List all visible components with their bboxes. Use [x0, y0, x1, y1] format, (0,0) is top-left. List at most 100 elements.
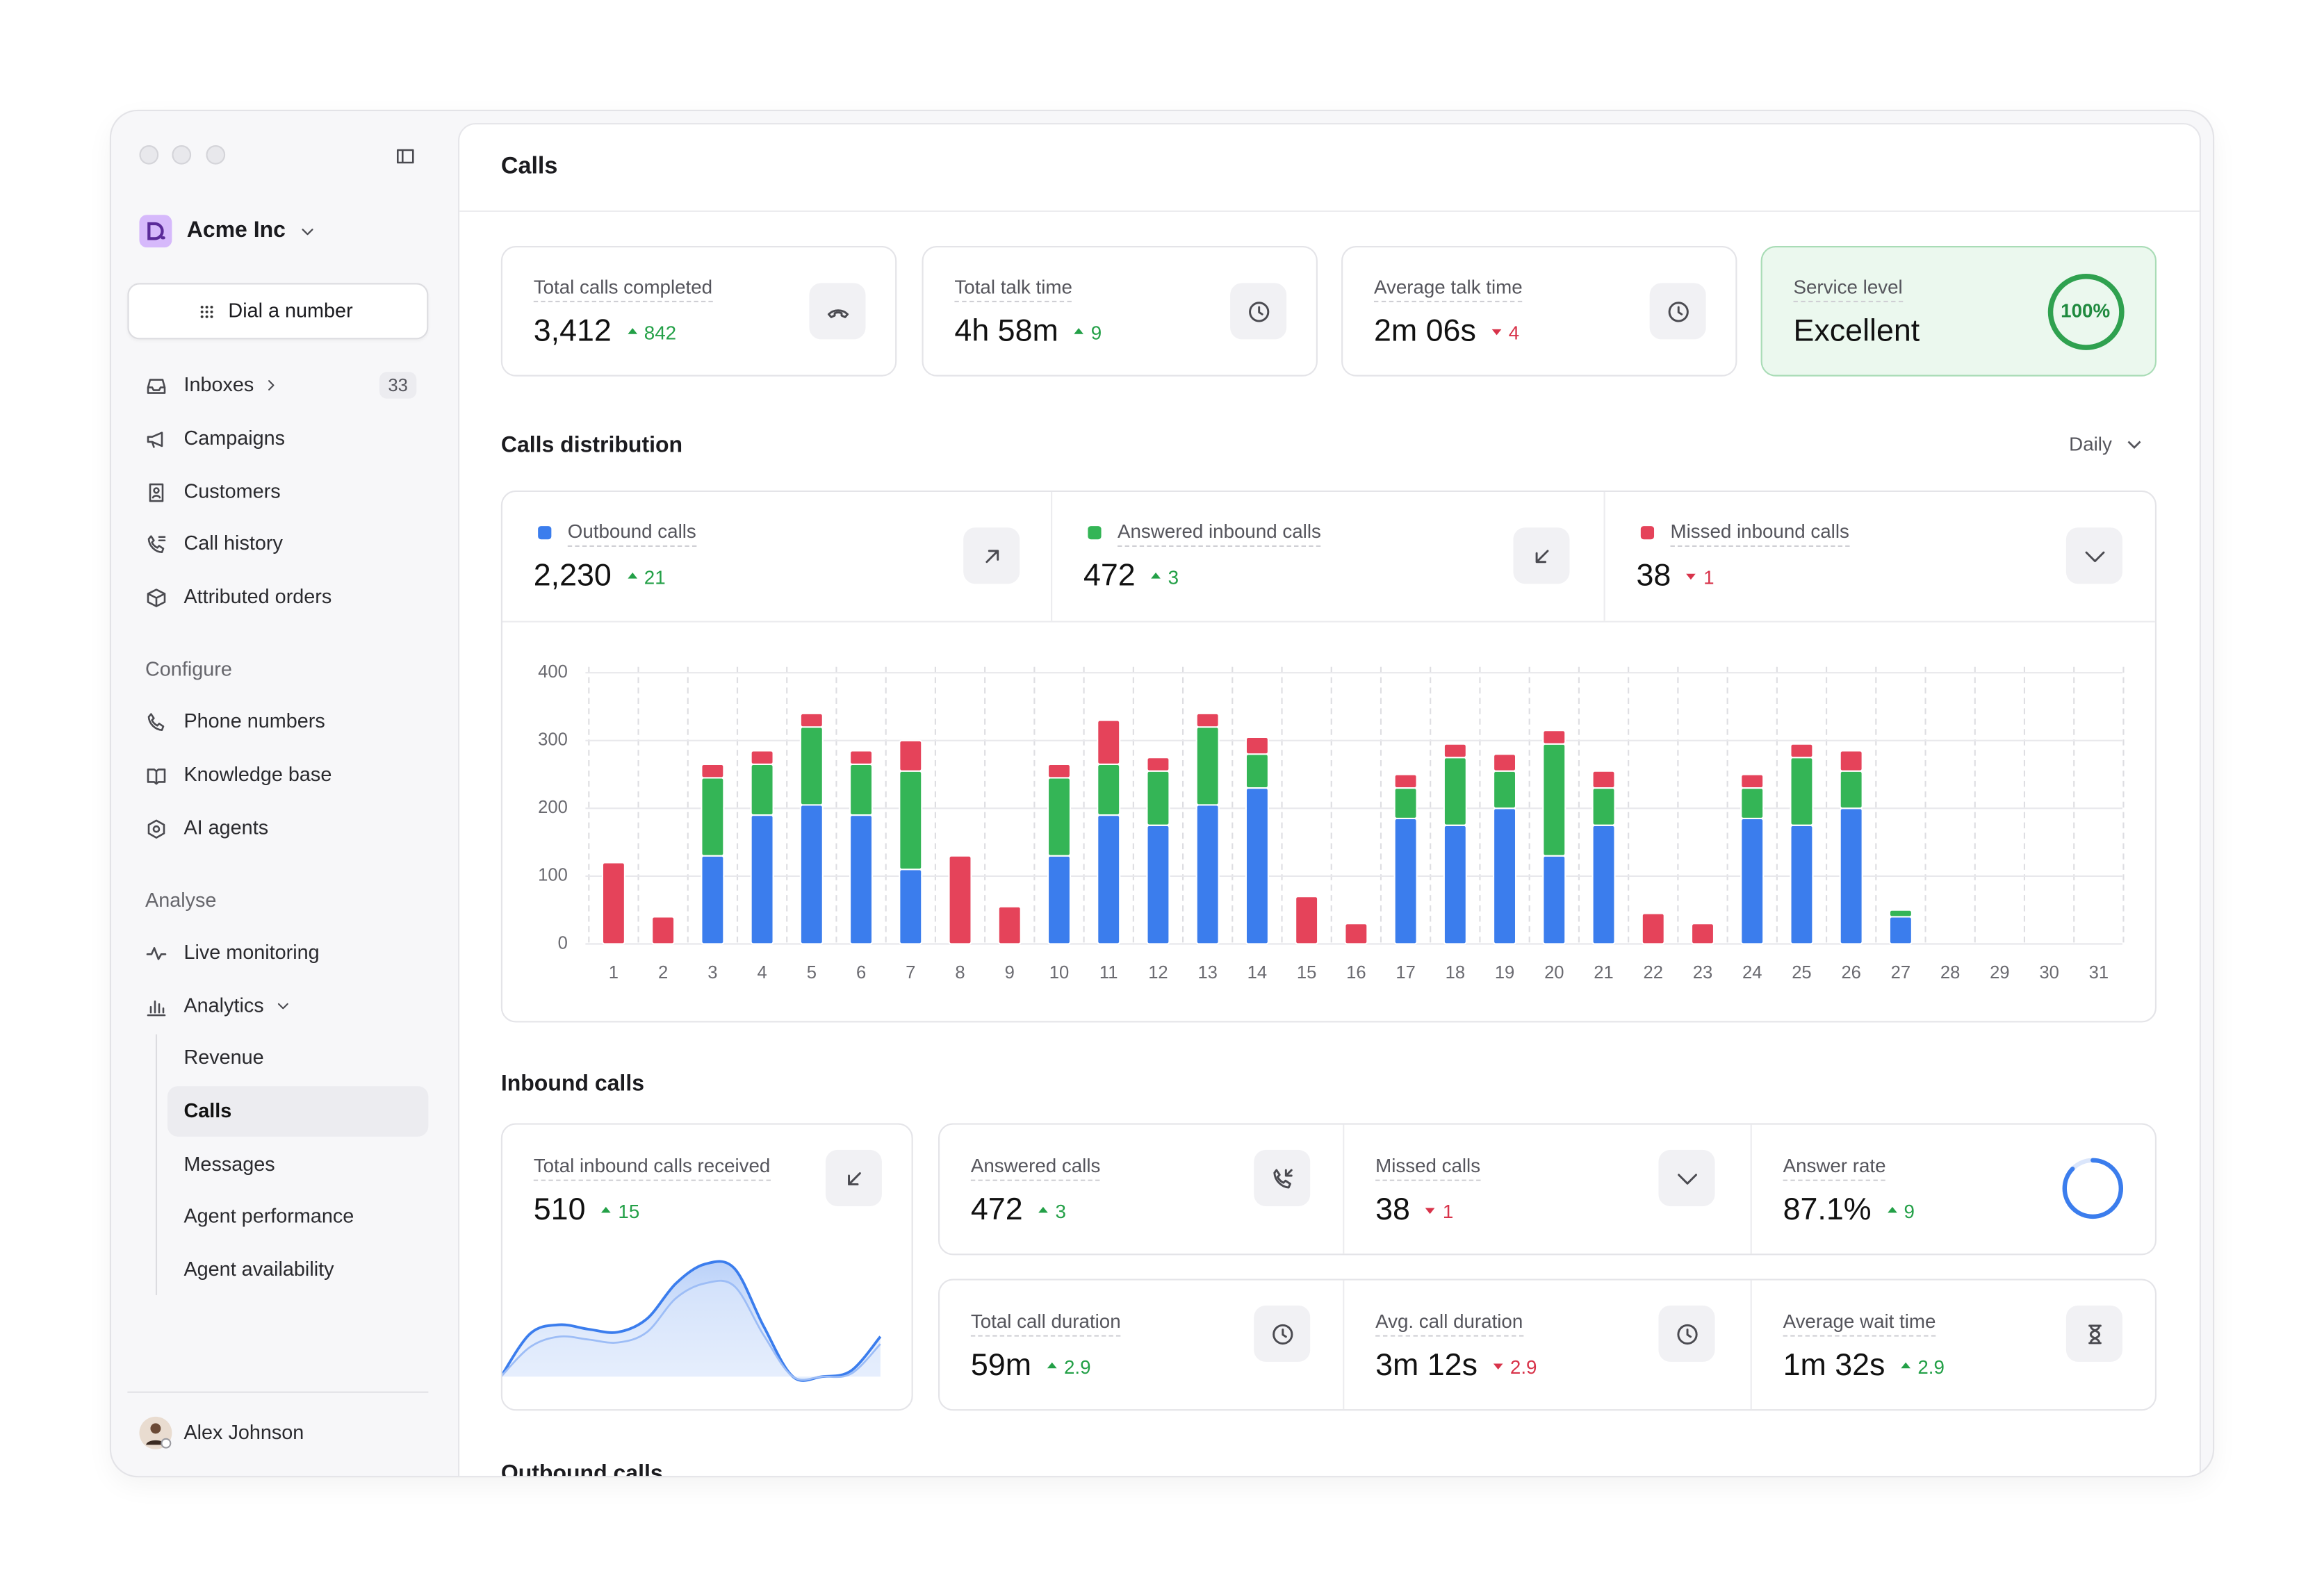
- nav-item[interactable]: AI agents: [183, 816, 269, 839]
- trend-arrow: [601, 1206, 611, 1213]
- icon-glyph: [1677, 1173, 1696, 1184]
- icon: [1676, 1323, 1697, 1345]
- subnav-item[interactable]: Calls: [183, 1099, 232, 1122]
- bar-segment: [1493, 753, 1517, 772]
- bar-segment: [799, 726, 824, 806]
- delta-value: 3: [1055, 1199, 1066, 1222]
- nav-icon-glyph: [146, 431, 163, 447]
- ring: [2062, 1158, 2124, 1219]
- bar-segment: [1146, 824, 1170, 945]
- delta-value: 1: [1703, 565, 1715, 588]
- nav-item[interactable]: Attributed orders: [183, 585, 332, 608]
- trend-arrow-shape: [627, 573, 637, 579]
- card-divider: [1603, 492, 1605, 621]
- bar-segment: [701, 763, 725, 779]
- user-name[interactable]: Alex Johnson: [183, 1421, 304, 1444]
- bar-segment: [1888, 909, 1913, 918]
- icon-glyph: [1676, 1323, 1697, 1345]
- subnav-item[interactable]: Agent performance: [183, 1204, 354, 1227]
- bar-segment: [750, 763, 774, 816]
- x-tick-label: 21: [1594, 963, 1613, 982]
- delta: 3: [1149, 566, 1179, 588]
- period-dropdown[interactable]: Daily: [2069, 432, 2112, 455]
- subnav-item[interactable]: Agent availability: [183, 1258, 334, 1281]
- bar-segment: [1493, 807, 1517, 945]
- x-tick-label: 10: [1049, 963, 1069, 982]
- metric-value: 2,230: [533, 559, 612, 593]
- metric-value: 3,412: [533, 314, 612, 349]
- x-tick-label: 28: [1940, 963, 1960, 982]
- bar-segment: [1542, 743, 1566, 857]
- bar-segment: [1591, 787, 1616, 826]
- subnav-item[interactable]: Messages: [183, 1153, 275, 1176]
- icon-button[interactable]: [2065, 527, 2122, 584]
- x-tick-label: 22: [1644, 963, 1663, 982]
- delta-value: 842: [644, 320, 677, 343]
- dial-button[interactable]: [127, 283, 429, 340]
- user-avatar: [139, 1416, 172, 1449]
- x-tick-label: 15: [1297, 963, 1316, 982]
- x-tick-label: 25: [1792, 963, 1811, 982]
- delta: 842: [625, 321, 676, 343]
- x-tick-label: 26: [1841, 963, 1860, 982]
- nav-item[interactable]: Phone numbers: [183, 709, 325, 732]
- x-tick-label: 13: [1197, 963, 1217, 982]
- subnav-item[interactable]: Revenue: [183, 1046, 264, 1069]
- bar-segment: [1443, 757, 1467, 826]
- card-divider: [1750, 1280, 1752, 1410]
- nav-icon-glyph: [145, 946, 166, 960]
- x-tick-label: 23: [1693, 963, 1712, 982]
- delta: 21: [625, 566, 666, 588]
- trend-arrow-shape: [1425, 1208, 1436, 1215]
- nav-item[interactable]: Live monitoring: [183, 941, 320, 964]
- bar-segment: [799, 712, 824, 728]
- stat-card: [1760, 246, 2157, 377]
- icon-button[interactable]: [1254, 1149, 1311, 1206]
- value-row: 1m 32s 2.9: [1783, 1347, 1945, 1385]
- delta-value: 9: [1904, 1199, 1915, 1222]
- window-control[interactable]: [139, 145, 159, 165]
- bar-segment: [899, 869, 923, 945]
- section-title: Calls distribution: [500, 432, 683, 458]
- icon-button[interactable]: [2065, 1305, 2122, 1362]
- dropdown-chevron: [2127, 441, 2141, 450]
- nav-icon: [146, 431, 163, 447]
- metric-value: 472: [1083, 559, 1136, 593]
- icon: [1273, 1168, 1292, 1188]
- nav-item[interactable]: Call history: [183, 532, 283, 554]
- section-title: Outbound calls: [500, 1461, 663, 1477]
- nav-icon: [148, 482, 163, 502]
- nav-icon: [147, 712, 164, 730]
- window-control[interactable]: [172, 145, 192, 165]
- bar-segment: [1393, 787, 1418, 820]
- value-row: 87.1% 9: [1783, 1192, 1915, 1230]
- avatar-body: [146, 1440, 165, 1445]
- nav-item[interactable]: Knowledge base: [183, 763, 332, 786]
- nav-item[interactable]: Campaigns: [183, 427, 286, 450]
- bar-segment: [1591, 770, 1616, 789]
- workspace-name[interactable]: Acme Inc: [186, 217, 286, 243]
- nav-item[interactable]: Inboxes: [183, 373, 254, 396]
- app-window: Calls Calls distribution Daily Inbound c…: [111, 110, 2213, 1477]
- page-title: Calls: [500, 154, 558, 180]
- window-control[interactable]: [206, 145, 226, 165]
- icon-glyph: [1248, 301, 1269, 322]
- trend-arrow-shape: [627, 328, 637, 334]
- inbound-trend-chart: [502, 1260, 882, 1382]
- x-tick-label: 17: [1396, 963, 1415, 982]
- icon-button[interactable]: [1658, 1149, 1715, 1206]
- bar-segment: [1443, 824, 1467, 945]
- bar-segment: [601, 862, 625, 945]
- nav-item[interactable]: Customers: [183, 479, 281, 502]
- bar-segment: [1195, 804, 1220, 945]
- trend-arrow-shape: [1901, 1362, 1910, 1369]
- bar-segment: [1047, 763, 1072, 779]
- trend-arrow-shape: [1074, 328, 1084, 334]
- bar-segment: [1839, 770, 1863, 809]
- header-divider: [459, 210, 2200, 212]
- bar-segment: [1839, 807, 1863, 945]
- value-row: 3m 12s 2.9: [1375, 1347, 1537, 1385]
- x-tick-label: 30: [2039, 963, 2059, 982]
- nav-item[interactable]: Analytics: [183, 994, 264, 1017]
- bar-segment: [1740, 787, 1765, 820]
